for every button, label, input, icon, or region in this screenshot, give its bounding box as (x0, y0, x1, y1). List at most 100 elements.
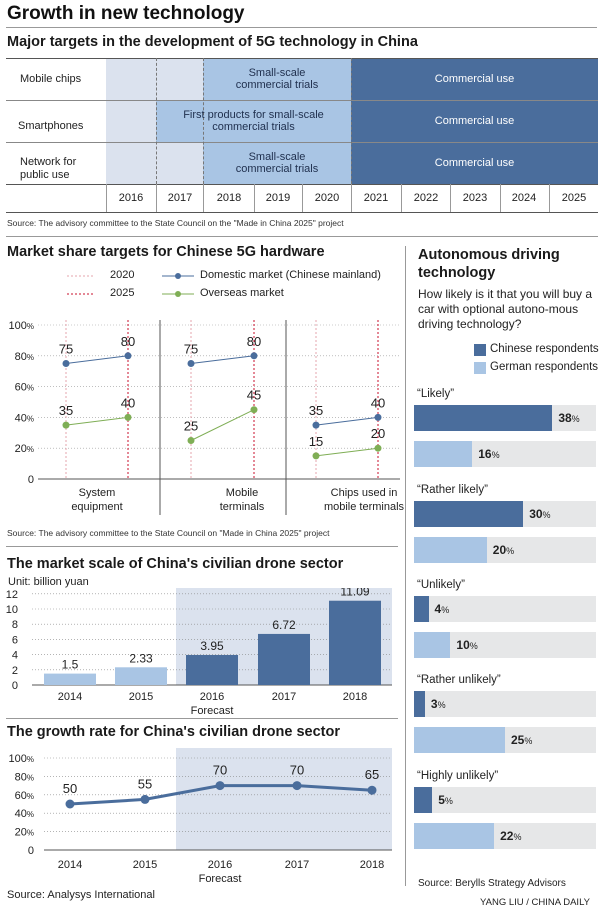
y-tick-label: 8 (12, 619, 18, 631)
tick (156, 184, 157, 212)
auto-bar-value: 22% (500, 829, 522, 843)
series-line (190, 355, 255, 364)
auto-bar-track: 3% (414, 691, 596, 717)
g5-row-label: Mobile chips (20, 73, 82, 85)
x-tick-label: 2017 (272, 691, 296, 703)
auto-bar-track: 38% (414, 405, 596, 431)
category-label: System (79, 487, 116, 499)
g5-year: 2019 (265, 192, 291, 204)
bar-label: 6.72 (272, 618, 296, 632)
g5-stage-commercial: Commercial use (434, 73, 515, 85)
data-label: 70 (213, 763, 227, 778)
auto-bar-track: 30% (414, 501, 596, 527)
g5-year: 2018 (216, 192, 242, 204)
data-label: 75 (59, 342, 73, 357)
g5-stage-commercial: Commercial use (434, 157, 515, 169)
auto-bar-german (414, 823, 495, 849)
g5-title: Major targets in the development of 5G t… (7, 34, 418, 50)
auto-bar-track: 22% (414, 823, 596, 849)
drone-scale-chart: 0 2 4 6 8 10 12 1.5 2014 2.33 2015 3.95 2016 6.72 2017… (6, 588, 392, 717)
auto-category-label: “Likely” (417, 388, 455, 400)
forecast-label: Forecast (199, 873, 242, 885)
bar (186, 654, 238, 685)
x-tick-label: 2018 (360, 859, 384, 871)
y-tick-label: 60% (15, 382, 34, 394)
data-label: 35 (59, 403, 73, 418)
tick (106, 184, 107, 212)
auto-bar-german (414, 632, 451, 658)
g5-year: 2016 (118, 192, 144, 204)
tick (203, 184, 204, 212)
data-label: 75 (184, 342, 198, 357)
data-label: 15 (309, 434, 323, 449)
data-point (215, 781, 225, 791)
y-tick-label: 2 (12, 665, 18, 677)
data-point (292, 781, 302, 791)
g5-year: 2021 (363, 192, 389, 204)
legend-2020-line (67, 275, 93, 277)
g5-rule (6, 142, 598, 143)
auto-bar-value: 4% (434, 602, 450, 616)
drone-title: The market scale of China's civilian dro… (7, 556, 344, 572)
legend-overseas-marker (162, 291, 194, 297)
tick (500, 184, 501, 212)
tick (549, 184, 550, 212)
data-label: 35 (309, 403, 323, 418)
legend-2025-line (67, 293, 93, 295)
auto-bar-chinese (414, 787, 433, 813)
g5-year-axis: 2016 2017 2018 2019 2020 2021 2022 2023 … (106, 184, 598, 212)
bar-label: 2.33 (129, 651, 153, 665)
g5-year: 2022 (413, 192, 439, 204)
auto-bar-value: 30% (529, 507, 551, 521)
auto-bar-value: 20% (492, 543, 515, 557)
auto-bar-track: 25% (414, 727, 596, 753)
data-label: 70 (290, 763, 304, 778)
title-divider (6, 27, 597, 28)
auto-bar-track: 10% (414, 632, 596, 658)
data-label: 40 (371, 395, 385, 410)
auto-bar-chinese (414, 596, 429, 622)
g5-year: 2023 (462, 192, 488, 204)
g5-stage-trial: Small-scale commercial trials (235, 67, 319, 91)
y-tick-label: 100% (9, 753, 34, 765)
auto-category-label: “Rather unlikely” (417, 674, 501, 686)
bar-label: 3.95 (200, 639, 224, 653)
data-label: 80 (247, 334, 261, 349)
legend-de-swatch (474, 362, 486, 374)
growth-rate-chart: 0 20% 40% 60% 80% 100% 50 2014 55 2015 70 2016 70 201… (9, 748, 392, 885)
x-tick-label: 2015 (133, 859, 157, 871)
legend-2020: 2020 (110, 269, 135, 281)
legend-de: German respondents (490, 361, 599, 373)
auto-category-label: “Rather likely” (417, 484, 488, 496)
section-divider (6, 718, 398, 719)
auto-bar-chinese (414, 691, 425, 717)
g5-col-line (156, 58, 157, 184)
section-divider (6, 546, 398, 547)
auto-question: How likely is it that you will buy a car… (418, 287, 593, 331)
data-point (374, 413, 382, 421)
g5-year: 2025 (561, 192, 587, 204)
series-line (65, 416, 129, 426)
data-point (124, 352, 132, 360)
y-tick-label: 40% (15, 412, 34, 424)
g5-col-line (351, 58, 352, 184)
x-tick-label: 2014 (58, 691, 82, 703)
g5-smartphone-early-fill (156, 100, 203, 142)
category-label: terminals (220, 501, 265, 513)
y-tick-label: 20% (15, 827, 34, 839)
y-tick-label: 4 (12, 650, 18, 662)
g5-commercial-block (351, 58, 598, 184)
auto-bar-track: 20% (414, 537, 596, 563)
series-line (65, 355, 129, 364)
g5-year: 2020 (314, 192, 340, 204)
g5-year: 2017 (167, 192, 193, 204)
data-point (62, 360, 70, 367)
y-tick-label: 20% (15, 443, 34, 455)
g5-row-label: Smartphones (18, 120, 84, 132)
auto-bar-track: 16% (414, 441, 596, 467)
category-label: Mobile (226, 487, 258, 499)
data-point (250, 406, 258, 414)
legend-2025: 2025 (110, 287, 135, 299)
y-tick-label: 0 (28, 845, 34, 857)
market-source: Source: The advisory committee to the St… (7, 528, 330, 538)
